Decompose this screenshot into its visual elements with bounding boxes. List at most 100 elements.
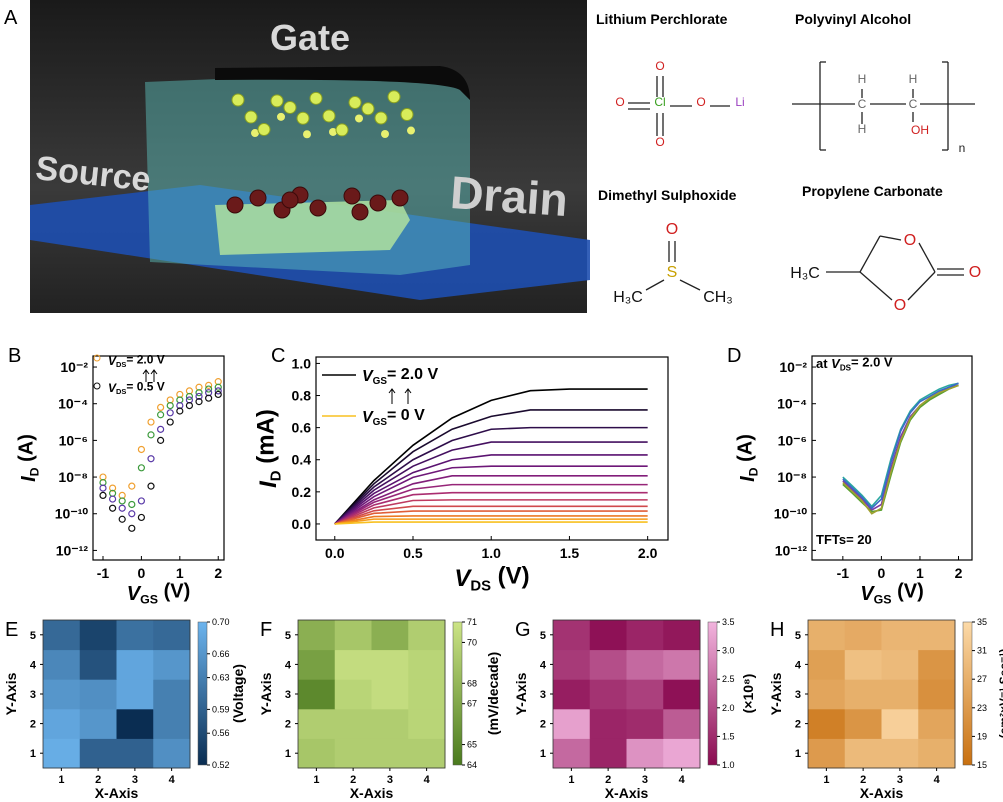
- marker: [128, 500, 136, 509]
- colorbar-tick-label: 67: [467, 699, 477, 709]
- curve: [334, 515, 648, 525]
- heat-cell: [408, 679, 446, 710]
- text-part: V: [127, 583, 142, 605]
- heat-cell: [334, 738, 372, 769]
- heat-cell: [589, 708, 627, 739]
- text-part: V: [362, 368, 374, 385]
- x-tick-label: 1.0: [481, 545, 501, 561]
- heat-cell: [408, 649, 446, 680]
- polymer-atom: [400, 108, 414, 122]
- molecule-name: Propylene Carbonate: [802, 183, 943, 199]
- marker: [214, 390, 222, 399]
- text-part: (V): [892, 581, 924, 603]
- annotation: VDS= 0.5 V: [108, 380, 165, 397]
- x-tick-label: 2: [95, 774, 101, 786]
- heat-cell: [808, 738, 846, 769]
- colorbar-label: (×10⁸): [740, 674, 756, 714]
- colorbar-tick-label: 70: [467, 637, 477, 647]
- marker: [147, 431, 155, 439]
- subscript: DS: [116, 387, 126, 396]
- heat-cell: [153, 738, 191, 769]
- panel-label: B: [8, 345, 21, 367]
- heat-cell: [589, 649, 627, 680]
- curve: [334, 518, 648, 525]
- colorbar-tick-label: 1.5: [722, 731, 735, 741]
- atom: C: [909, 97, 918, 111]
- y-tick-label: 5: [285, 630, 291, 642]
- heat-cell: [334, 708, 372, 739]
- atom: CH₃: [703, 289, 733, 306]
- marker: [166, 409, 174, 417]
- y-tick-label: 10⁻⁸: [58, 469, 88, 485]
- atom: O: [904, 232, 916, 249]
- y-tick-label: 3: [540, 689, 546, 701]
- marker: [157, 403, 165, 411]
- gate-electrode: [215, 66, 470, 100]
- legend-marker: [93, 382, 101, 390]
- y-tick-label: 10⁻⁶: [59, 432, 88, 448]
- y-tick-label: 2: [30, 719, 36, 731]
- curve: [334, 483, 648, 525]
- heat-cell: [844, 708, 882, 739]
- marker: [137, 445, 146, 454]
- heat-cell: [116, 708, 154, 739]
- x-tick-label: 1: [823, 774, 829, 786]
- marker: [99, 484, 107, 492]
- subscript: GS: [140, 593, 158, 607]
- atom: O: [655, 135, 664, 149]
- y-tick-label: 4: [285, 659, 292, 671]
- marker: [108, 484, 117, 492]
- curve: [334, 505, 648, 525]
- y-tick-label: 3: [795, 689, 801, 701]
- polymer-atom: [296, 111, 310, 125]
- heat-cell: [589, 738, 627, 769]
- atom: O: [655, 59, 664, 73]
- atom: S: [667, 264, 678, 281]
- marker: [157, 411, 165, 419]
- marker: [137, 513, 146, 522]
- colorbar-tick-label: 27: [977, 674, 987, 684]
- text-part: = 0 V: [387, 407, 425, 424]
- colorbar-tick-label: 65: [467, 740, 477, 750]
- plot-frame: [92, 355, 225, 561]
- text-part: V: [860, 583, 875, 605]
- colorbar-tick-label: 0.52: [212, 760, 230, 770]
- x-axis-label: X-Axis: [95, 785, 139, 801]
- y-tick-label: 10⁻²: [779, 359, 807, 375]
- heat-cell: [553, 620, 591, 651]
- heat-cell: [663, 738, 701, 769]
- atom: OH: [911, 123, 929, 137]
- atom: Cl: [654, 95, 665, 109]
- y-axis-label: Y-Axis: [258, 672, 274, 715]
- polymer-atom: [231, 93, 245, 107]
- marker: [118, 497, 126, 505]
- heat-cell: [334, 620, 372, 651]
- colorbar: [962, 621, 973, 766]
- plot-frame: [315, 356, 669, 541]
- marker: [147, 482, 155, 490]
- marker: [205, 394, 213, 402]
- y-tick-label: 1: [30, 748, 36, 760]
- atom: H₃C: [613, 289, 643, 306]
- x-tick-label: 0: [138, 565, 146, 581]
- y-tick-label: 4: [30, 659, 37, 671]
- x-tick-label: 2: [214, 565, 222, 581]
- heat-cell: [334, 649, 372, 680]
- y-tick-label: 5: [795, 630, 801, 642]
- marker: [108, 504, 117, 512]
- y-tick-label: 4: [795, 659, 802, 671]
- atom: H₃C: [790, 265, 820, 282]
- y-tick-label: 0.0: [292, 516, 312, 532]
- heat-cell: [371, 738, 409, 769]
- polymer-atom: [381, 130, 389, 139]
- molecule-name: Lithium Perchlorate: [596, 11, 728, 27]
- y-tick-label: 1: [540, 748, 546, 760]
- text-part: (V): [158, 581, 190, 603]
- x-tick-label: 1: [916, 565, 924, 581]
- ion: [309, 199, 327, 217]
- bond: [879, 235, 902, 241]
- colorbar-label: (mV/decade): [485, 652, 501, 735]
- colorbar: [707, 621, 718, 766]
- polymer-atom: [283, 100, 297, 114]
- heat-cell: [116, 738, 154, 769]
